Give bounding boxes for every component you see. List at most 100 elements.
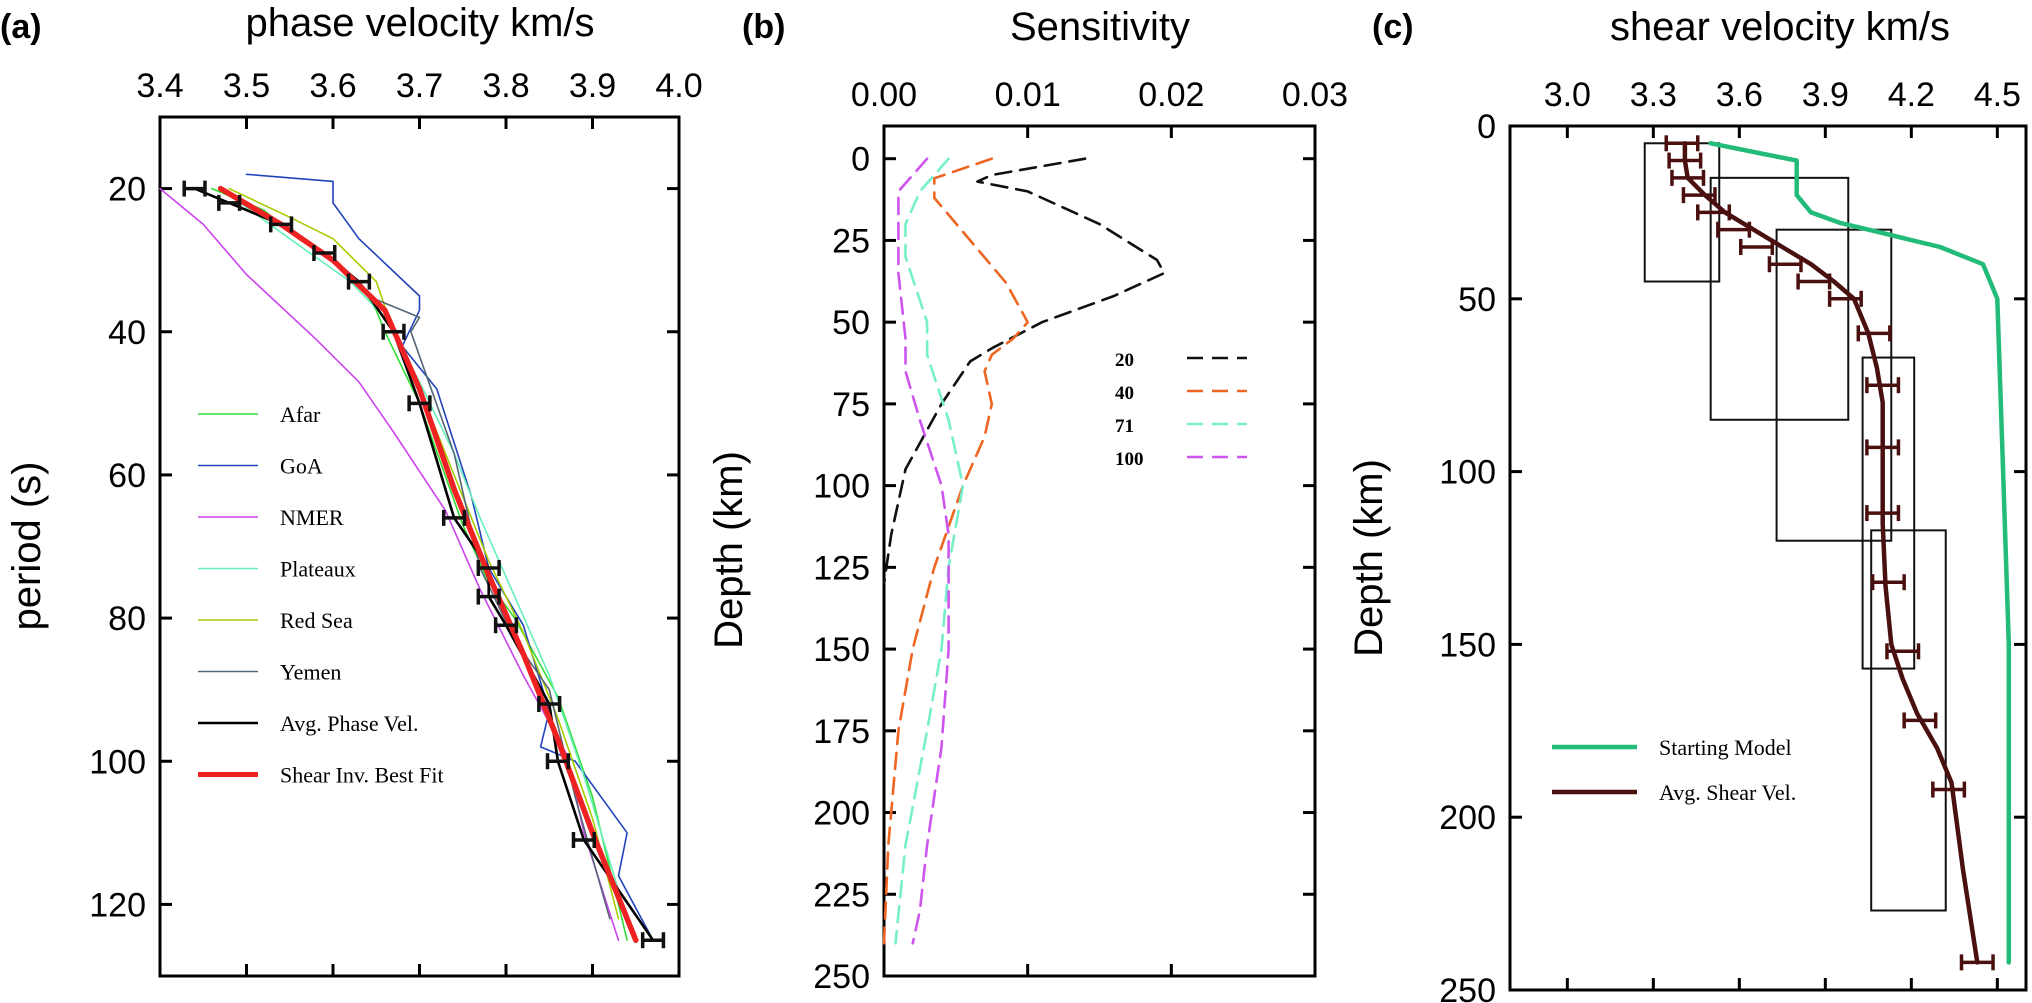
y-ticks: 0 50 100 150 200 250 — [1439, 108, 2026, 1003]
x-tick-label: 3.5 — [223, 67, 270, 105]
error-bar — [545, 753, 571, 770]
series-line-yemen — [219, 187, 611, 920]
legend-item: 40 — [1115, 383, 1247, 404]
x-tick-label: 3.3 — [1630, 76, 1677, 114]
y-axis-title: period (s) — [5, 462, 49, 631]
x-tick-label: 4.0 — [655, 67, 702, 105]
legend-label: 100 — [1115, 449, 1144, 470]
error-bar — [1716, 221, 1752, 238]
x-tick-label: 0.01 — [995, 76, 1061, 114]
resolution-box — [1870, 529, 1947, 912]
x-axis-title: Sensitivity — [1010, 5, 1190, 49]
y-tick-label: 0 — [1477, 108, 1496, 146]
y-axis-title: Depth (km) — [707, 451, 751, 649]
error-bar — [1865, 505, 1901, 522]
x-tick-label: 0.00 — [851, 76, 917, 114]
plot-frame — [1508, 124, 2028, 992]
x-axis-title: shear velocity km/s — [1610, 5, 1950, 49]
legend-item: Avg. Phase Vel. — [198, 711, 419, 736]
error-bar — [1670, 169, 1706, 186]
x-tick-label: 3.6 — [309, 67, 356, 105]
error-bar — [476, 588, 501, 605]
data-lines — [159, 173, 655, 943]
legend-label: 40 — [1115, 383, 1134, 404]
x-axis-title: phase velocity km/s — [245, 1, 594, 45]
y-tick-label: 25 — [832, 222, 870, 260]
legend-label: 20 — [1115, 350, 1134, 371]
data-lines — [1682, 141, 2012, 965]
legend-label: 71 — [1115, 416, 1134, 437]
error-bar — [346, 273, 372, 290]
y-tick-label: 200 — [1439, 799, 1496, 837]
error-bar — [1681, 187, 1717, 204]
error-bar — [1667, 152, 1703, 169]
legend-item: GoA — [198, 454, 323, 479]
legend-item: Avg. Shear Vel. — [1552, 780, 1796, 805]
legend-item: NMER — [198, 505, 344, 530]
x-ticks: 0.00 0.01 0.02 0.03 — [851, 76, 1348, 976]
legend-label: Yemen — [280, 660, 341, 685]
y-tick-label: 0 — [851, 141, 870, 179]
x-tick-label: 3.9 — [569, 67, 616, 105]
error-bar — [217, 194, 242, 211]
error-bar — [1959, 954, 1995, 971]
legend-item: Afar — [198, 402, 321, 427]
x-tick-label: 4.2 — [1888, 76, 1935, 114]
legend-item: Yemen — [198, 660, 341, 685]
legend-label: Plateaux — [280, 557, 356, 582]
panel-a: (a) phase velocity km/s period (s) 3.4 3.… — [0, 1, 703, 978]
error-bar — [312, 245, 337, 262]
legend-item: Plateaux — [198, 557, 356, 582]
series-line-red-sea — [228, 187, 620, 920]
y-axis-title: Depth (km) — [1347, 459, 1391, 657]
y-tick-label: 100 — [1439, 454, 1496, 492]
legend: 20 40 71 100 — [1115, 350, 1247, 470]
panel-label: (c) — [1372, 8, 1414, 46]
y-tick-label: 75 — [832, 386, 870, 424]
legend-label: Avg. Phase Vel. — [280, 711, 419, 736]
x-ticks: 3.0 3.3 3.6 3.9 4.2 4.5 — [1544, 76, 2021, 990]
y-tick-label: 125 — [813, 549, 870, 587]
error-bar — [1902, 712, 1938, 729]
error-bar — [381, 323, 406, 340]
x-tick-label: 3.7 — [396, 67, 443, 105]
data-lines — [882, 157, 1166, 945]
y-tick-label: 20 — [108, 171, 146, 209]
legend-label: Afar — [280, 402, 321, 427]
legend-item: 20 — [1115, 350, 1247, 371]
legend-label: Starting Model — [1659, 735, 1792, 760]
x-tick-label: 3.8 — [482, 67, 529, 105]
error-bar — [268, 216, 294, 233]
y-tick-label: 50 — [1458, 281, 1496, 319]
panel-b: (b) Sensitivity Depth (km) 0.00 0.01 0.02 0… — [707, 5, 1348, 996]
legend-item: Red Sea — [198, 608, 353, 633]
legend-item: Starting Model — [1552, 735, 1792, 760]
legend-label: GoA — [280, 454, 323, 479]
error-bar — [537, 695, 562, 712]
error-bar — [493, 617, 519, 634]
legend: Afar GoA NMER Plateaux Red Sea Yemen Avg. Phas… — [198, 402, 444, 788]
y-tick-label: 250 — [813, 958, 870, 996]
panel-label: (a) — [0, 8, 42, 46]
error-bar — [1865, 377, 1901, 394]
panel-c: (c) shear velocity km/s Depth (km) 3.0 3.… — [1347, 5, 2028, 1003]
y-tick-label: 225 — [813, 876, 870, 914]
legend-label: NMER — [280, 505, 344, 530]
error-bar — [1827, 290, 1863, 307]
error-bar — [640, 932, 666, 949]
y-tick-label: 175 — [813, 713, 870, 751]
y-tick-label: 200 — [813, 795, 870, 833]
y-tick-label: 80 — [108, 600, 146, 638]
legend-label: Red Sea — [280, 608, 353, 633]
error-bars — [1664, 135, 1995, 971]
series-line-20 — [882, 157, 1166, 586]
error-bar — [182, 180, 207, 197]
y-ticks: 0 25 50 75 100 125 150 175 200 225 250 — [813, 141, 1315, 996]
y-tick-label: 100 — [89, 743, 146, 781]
error-bar — [1739, 238, 1775, 255]
x-tick-label: 3.9 — [1802, 76, 1849, 114]
error-bar — [1664, 135, 1700, 152]
error-bar — [1767, 256, 1803, 273]
series-line-avg-shear-vel- — [1682, 141, 1980, 965]
